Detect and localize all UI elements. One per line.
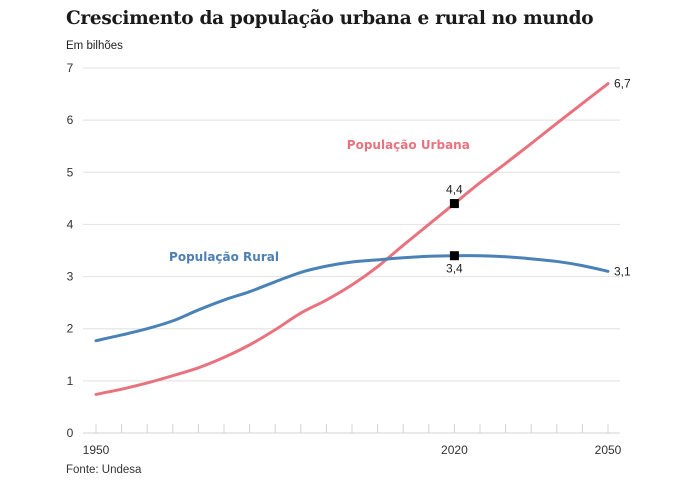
x-tick-label: 1950 xyxy=(83,443,110,457)
x-tick-label: 2050 xyxy=(595,443,622,457)
y-tick-label: 0 xyxy=(67,426,74,440)
series-lines xyxy=(94,82,610,396)
value-label: 3,1 xyxy=(614,264,631,278)
y-tick-label: 6 xyxy=(67,113,74,127)
rural-series-label: População Rural xyxy=(169,250,279,264)
data-point-marker xyxy=(449,199,459,209)
chart-title: Crescimento da população urbana e rural … xyxy=(66,8,594,29)
value-label: 3,4 xyxy=(446,262,463,276)
chart-subtitle: Em bilhões xyxy=(66,40,123,52)
urban-series-label: População Urbana xyxy=(347,138,470,152)
y-tick-label: 3 xyxy=(67,270,74,284)
urban-population-line xyxy=(94,82,610,396)
y-axis-ticks: 0 1 2 3 4 5 6 7 xyxy=(67,61,74,440)
y-tick-label: 1 xyxy=(67,374,74,388)
y-tick-label: 7 xyxy=(67,61,74,75)
rural-population-line xyxy=(94,254,610,343)
y-tick-label: 5 xyxy=(67,165,74,179)
x-axis: 1950 2020 2050 xyxy=(83,424,622,457)
value-label: 6,7 xyxy=(614,77,631,91)
x-tick-label: 2020 xyxy=(441,443,468,457)
value-label: 4,4 xyxy=(446,183,463,197)
data-point-marker xyxy=(449,251,459,261)
chart-source: Fonte: Undesa xyxy=(66,464,142,476)
y-tick-label: 4 xyxy=(67,217,74,231)
point-markers xyxy=(449,199,459,261)
y-tick-label: 2 xyxy=(67,322,74,336)
annotation-labels: População Urbana População Rural 4,4 3,4 6,7… xyxy=(169,77,631,279)
